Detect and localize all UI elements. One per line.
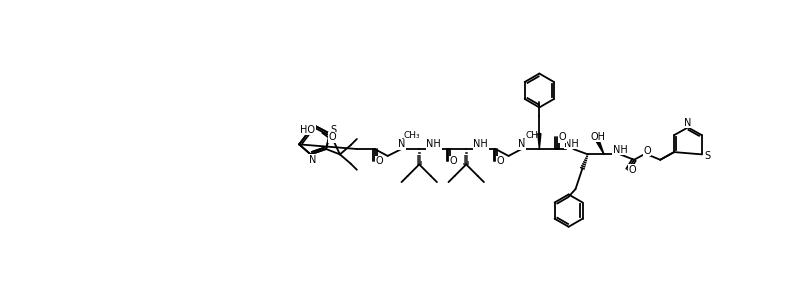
Text: N: N [684,118,692,128]
Text: OH: OH [590,132,605,142]
Text: O: O [559,133,567,142]
Text: N: N [309,155,316,165]
Text: NH: NH [613,145,628,155]
Polygon shape [596,141,604,154]
Text: NH: NH [564,139,579,149]
Text: S: S [704,151,710,161]
Text: O: O [449,156,457,166]
Text: CH₃: CH₃ [404,131,421,140]
Text: NH: NH [473,139,488,150]
Text: O: O [496,156,504,166]
Text: O: O [376,156,383,166]
Text: O: O [328,133,336,142]
Text: HO: HO [301,125,315,135]
Text: CH₃: CH₃ [526,131,542,140]
Text: O: O [643,145,651,156]
Text: N: N [518,139,526,150]
Text: N: N [398,139,405,150]
Text: S: S [330,125,337,135]
Polygon shape [538,134,541,149]
Text: O: O [629,165,637,175]
Text: NH: NH [426,139,441,150]
